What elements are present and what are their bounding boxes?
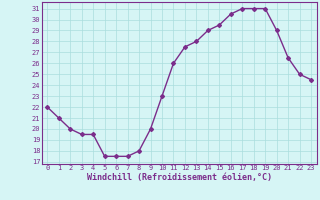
X-axis label: Windchill (Refroidissement éolien,°C): Windchill (Refroidissement éolien,°C) (87, 173, 272, 182)
